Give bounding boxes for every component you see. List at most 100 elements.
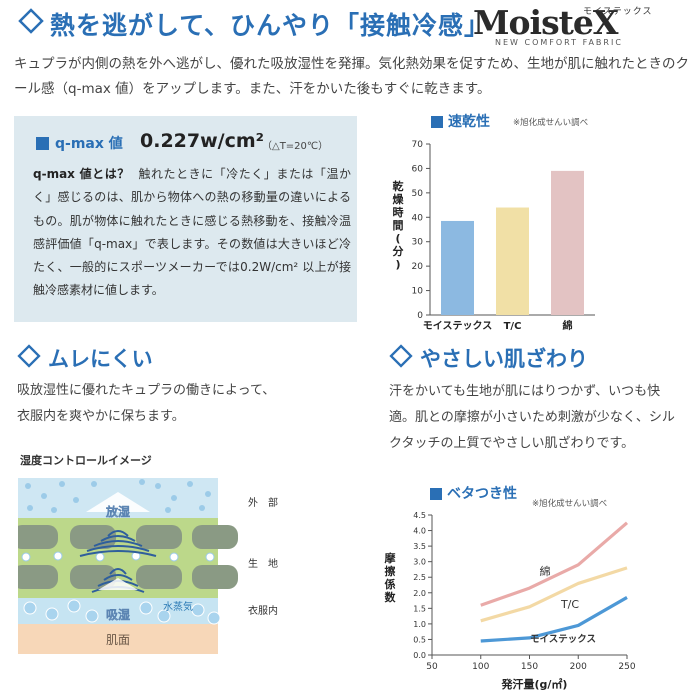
square-bullet-icon [36,137,49,150]
chart-note-quickdry: ※旭化成せんい調べ [513,118,589,128]
label-outside: 外 部 [248,496,278,509]
y-tick-label: 1.5 [413,604,426,613]
skin-layer [18,624,218,654]
diagram-title: 湿度コントロールイメージ [20,454,152,467]
vapor-bubble [51,507,57,513]
vapor-bubble [59,481,65,487]
y-axis-label-char: 係 [385,577,396,591]
fabric-yarn [192,525,238,549]
vapor-bubble [67,599,81,613]
humidity-control-diagram: 放湿 吸湿 水蒸気 肌面 外 部 生 地 衣服内 [18,478,278,654]
y-axis-label-char: 擦 [385,564,396,578]
absorb-wave [103,574,133,581]
diamond-icon [18,8,44,34]
y-tick-label: 2.5 [413,573,426,582]
y-tick-label: 10 [412,287,424,297]
release-wave [79,550,157,557]
release-arrow [86,492,150,512]
vapor-bubble [53,551,63,561]
section-text-mure: 吸放湿性に優れたキュプラの働きによって、衣服内を爽やかに保ちます。 [17,383,276,424]
y-tick-label: 30 [412,238,424,248]
series-label: モイステックス [530,634,596,645]
diamond-icon [17,344,41,368]
y-axis-label-char: ( [395,232,400,245]
y-axis-label-char: 時 [393,205,404,219]
absorb-wave [109,568,127,575]
label-absorb: 吸湿 [106,607,130,622]
vapor-bubble [199,505,205,511]
logo-katakana: モイステックス [583,7,653,17]
x-tick-label: T/C [504,321,522,332]
qmax-lead: q-max 値とは？ [33,167,130,181]
release-wave [93,540,143,547]
series-line [480,521,629,607]
vapor-bubble [187,481,193,487]
x-tick-label: 100 [472,662,489,672]
y-tick-label: 40 [412,213,424,223]
x-tick-label: 綿 [563,319,573,332]
vapor-bubble [205,552,215,562]
vapor-bubble [41,493,47,499]
qmax-condition: （△T=20℃） [262,141,329,152]
diamond-icon [389,344,413,368]
label-release: 放湿 [105,504,130,519]
vapor-bubble [157,609,171,623]
label-inside: 衣服内 [248,604,278,617]
square-bullet-icon [431,116,443,128]
x-tick-label: 200 [570,662,587,672]
vapor-bubble [165,507,171,513]
qmax-label: q-max 値 [55,136,123,152]
y-tick-label: 3.5 [413,542,426,551]
x-tick-label: 150 [521,662,538,672]
x-tick-label: モイステックス [423,320,492,332]
vapor-bubble [85,609,99,623]
series-label: T/C [560,598,579,611]
y-tick-label: 2.0 [413,589,426,598]
stickiness-line-chart: 0.0 0.5 1.0 1.5 2.0 2.5 3.0 3.5 4.0 4.5 50 100 150 20… [385,511,636,691]
y-axis-label-char: 数 [385,590,397,604]
page-title: 熱を逃がして、ひんやり「接触冷感」 [50,11,491,40]
vapor-bubble [171,495,177,501]
intro-text: キュプラが内側の熱を外へ逃がし、優れた吸放湿性を発揮。気化熱効果を促すため、生地… [14,56,689,97]
y-axis-label-char: ) [395,258,400,271]
vapor-bubble [27,505,33,511]
vapor-bubble [25,483,31,489]
x-tick-label: 250 [618,662,635,672]
label-fabric: 生 地 [248,557,278,570]
label-skin: 肌面 [106,633,130,647]
vapor-bubble [91,481,97,487]
y-tick-label: 0 [417,311,423,321]
y-axis-label-char: 燥 [393,192,405,206]
qmax-body: 触れたときに「冷たく」または「温かく」感じるのは、肌から物体への熱の移動量の違い… [33,167,351,298]
bar [441,220,474,315]
y-axis-label-char: 摩 [385,551,397,565]
bubble-group [21,479,221,625]
yarn-group [18,525,238,589]
y-tick-label: 0.0 [413,651,426,660]
chart-note-stickiness: ※旭化成せんい調べ [532,499,608,509]
square-bullet-icon [430,488,442,500]
chart-title-quickdry: 速乾性 [448,114,490,130]
vapor-bubble [73,497,79,503]
vapor-bubble [169,552,179,562]
fabric-yarn [18,525,58,549]
qmax-value: 0.227w/cm² [140,130,264,152]
vapor-bubble [95,552,105,562]
release-wave [100,535,136,542]
fabric-yarn [136,565,182,589]
vapor-bubble [23,601,37,615]
vapor-bubble [139,601,153,615]
x-axis-label: 発汗量(g/㎡) [501,677,568,691]
section-text-hada: 汗をかいても生地が肌にはりつかず、いつも快適。肌との摩擦が小さいため刺激が少なく… [389,384,675,451]
y-tick-label: 4.0 [413,527,426,536]
series-line [480,566,628,623]
bar [551,170,584,315]
y-axis-label-char: 分 [393,244,404,258]
y-tick-label: 50 [412,189,424,199]
brand-logo: MoisteX [473,3,618,42]
vapor-bubble [205,491,211,497]
section-title-hada: やさしい肌ざわり [420,347,588,371]
y-tick-label: 3.0 [413,558,426,567]
series-line [480,596,628,643]
